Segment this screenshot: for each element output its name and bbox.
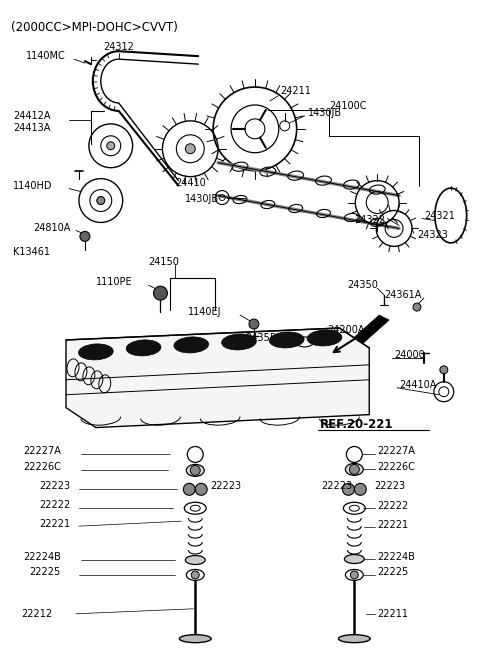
Text: 22221: 22221 (39, 519, 70, 529)
Text: 24000: 24000 (394, 350, 425, 360)
Text: 24312: 24312 (103, 42, 134, 52)
Ellipse shape (346, 464, 363, 476)
Text: 22226C: 22226C (377, 462, 415, 472)
Ellipse shape (126, 340, 161, 356)
Text: 22222: 22222 (39, 500, 71, 510)
Text: REF.20-221: REF.20-221 (320, 418, 393, 431)
Text: 24150: 24150 (148, 257, 180, 267)
Circle shape (413, 303, 421, 311)
Circle shape (154, 286, 168, 300)
Ellipse shape (338, 635, 370, 643)
Circle shape (249, 319, 259, 329)
Ellipse shape (222, 334, 256, 350)
Circle shape (192, 571, 199, 579)
Text: 22223: 22223 (322, 481, 353, 491)
Text: 24412A: 24412A (13, 111, 51, 121)
Text: 22225: 22225 (29, 567, 60, 577)
Circle shape (349, 464, 360, 474)
Text: 22223: 22223 (374, 481, 405, 491)
Circle shape (440, 366, 448, 374)
Circle shape (97, 196, 105, 204)
Circle shape (195, 483, 207, 495)
Circle shape (80, 231, 90, 241)
Ellipse shape (185, 555, 205, 565)
Circle shape (107, 141, 115, 150)
Text: 22222: 22222 (377, 501, 408, 512)
Ellipse shape (78, 344, 113, 360)
Text: 22221: 22221 (377, 520, 408, 530)
Text: 24211: 24211 (280, 86, 311, 96)
Polygon shape (335, 315, 389, 360)
Text: 22223: 22223 (39, 481, 70, 491)
Text: 22225: 22225 (377, 567, 408, 577)
Text: 22211: 22211 (377, 608, 408, 619)
Text: 1430JB: 1430JB (308, 108, 342, 118)
Text: 22227A: 22227A (377, 447, 415, 457)
Circle shape (183, 483, 195, 495)
Text: 24410A: 24410A (399, 380, 436, 390)
Ellipse shape (180, 635, 211, 643)
Text: 1430JB: 1430JB (185, 193, 219, 204)
Ellipse shape (269, 332, 304, 348)
Circle shape (354, 483, 366, 495)
Text: 24410: 24410 (175, 178, 205, 187)
Text: 24200A: 24200A (327, 325, 365, 335)
Circle shape (190, 466, 200, 476)
Text: 24413A: 24413A (13, 123, 51, 133)
Text: 24321: 24321 (424, 212, 455, 221)
Text: 22224B: 22224B (23, 552, 61, 562)
Ellipse shape (307, 330, 342, 346)
Text: 24350: 24350 (348, 280, 378, 290)
Polygon shape (66, 328, 369, 428)
Text: 24810A: 24810A (33, 223, 71, 233)
Ellipse shape (174, 337, 209, 353)
Text: 1140MC: 1140MC (26, 51, 66, 61)
Text: 1140EJ: 1140EJ (188, 307, 222, 317)
Ellipse shape (344, 555, 364, 563)
Text: 1140HD: 1140HD (13, 181, 53, 191)
Text: 22224B: 22224B (377, 552, 415, 562)
Text: 24100C: 24100C (329, 101, 367, 111)
Circle shape (350, 571, 358, 579)
Text: K13461: K13461 (13, 248, 50, 257)
Text: 1110PE: 1110PE (96, 277, 132, 287)
Text: 24355: 24355 (245, 333, 276, 343)
Circle shape (342, 483, 354, 495)
Text: (2000CC>MPI-DOHC>CVVT): (2000CC>MPI-DOHC>CVVT) (12, 22, 178, 34)
Text: 24361A: 24361A (384, 290, 421, 300)
Text: 22212: 22212 (21, 608, 52, 619)
Text: 24322: 24322 (354, 215, 385, 225)
Text: 22227A: 22227A (23, 447, 61, 457)
Circle shape (185, 144, 195, 154)
Ellipse shape (186, 464, 204, 476)
Text: 24323: 24323 (417, 231, 448, 240)
Text: 22226C: 22226C (23, 462, 61, 472)
Text: 22223: 22223 (210, 481, 241, 491)
